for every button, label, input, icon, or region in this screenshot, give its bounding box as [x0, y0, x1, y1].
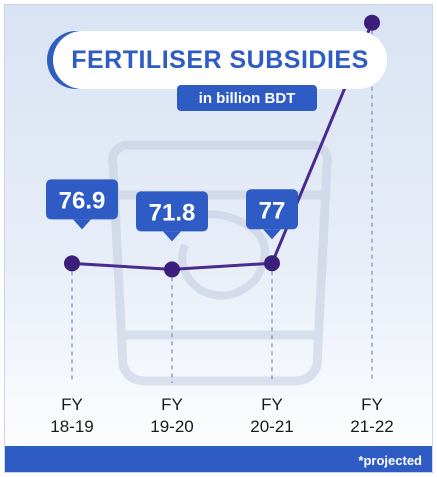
chart-subtitle: in billion BDT [198, 89, 296, 107]
x-tick-label: FY [361, 395, 383, 414]
data-label-box [246, 189, 298, 230]
line-chart: 76.971.877280*FY18-19FY19-20FY20-21FY21-… [46, 14, 394, 436]
infographic-card: 76.971.877280*FY18-19FY19-20FY20-21FY21-… [4, 4, 433, 473]
data-point [64, 255, 80, 272]
data-label-pointer [163, 231, 181, 242]
x-tick-label: FY [261, 395, 283, 414]
chart-title: FERTILISER SUBSIDIES [71, 45, 369, 74]
x-tick-label: 21-22 [350, 417, 393, 436]
title-banner: FERTILISER SUBSIDIES [53, 31, 387, 89]
projected-footnote: *projected [358, 453, 422, 468]
data-point [264, 255, 280, 272]
data-point [164, 261, 180, 278]
data-label-pointer [73, 219, 91, 230]
data-label: 71.8 [149, 199, 196, 226]
data-point [364, 14, 380, 31]
data-label: 77 [259, 197, 286, 224]
data-label-box [136, 191, 208, 232]
x-tick-label: 18-19 [50, 417, 93, 436]
x-tick-label: 19-20 [150, 417, 193, 436]
fertiliser-sack-icon [108, 140, 332, 386]
data-label-pointer [263, 229, 281, 240]
x-tick-label: 20-21 [250, 417, 293, 436]
x-tick-label: FY [161, 395, 183, 414]
footer-bar: *projected [5, 446, 432, 472]
data-label: 76.9 [59, 187, 106, 214]
x-tick-label: FY [61, 395, 83, 414]
unit-badge: in billion BDT [177, 85, 317, 111]
data-label-box [46, 179, 118, 220]
series-line [71, 22, 374, 271]
